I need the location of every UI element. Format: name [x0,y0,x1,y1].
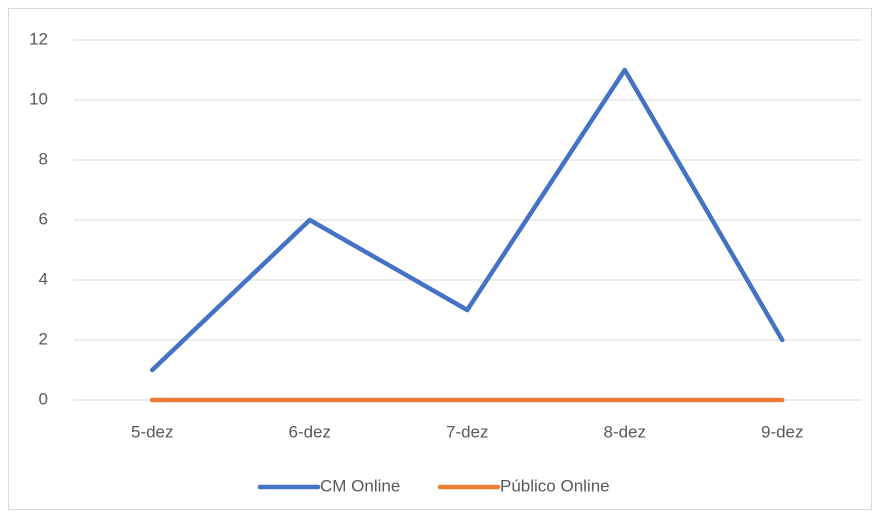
legend-label: CM Online [320,476,400,495]
y-tick-label: 12 [29,29,48,48]
x-tick-label: 5-dez [131,422,174,441]
x-tick-label: 7-dez [446,422,489,441]
series-line [150,67,785,373]
legend-label: Público Online [500,476,610,495]
y-tick-label: 0 [39,389,48,408]
x-tick-label: 8-dez [603,422,646,441]
y-tick-label: 10 [29,89,48,108]
y-tick-label: 6 [39,209,48,228]
y-tick-label: 4 [39,269,48,288]
x-tick-label: 9-dez [761,422,804,441]
y-tick-label: 2 [39,329,48,348]
x-tick-label: 6-dez [288,422,331,441]
y-tick-label: 8 [39,149,48,168]
chart-border [8,8,872,510]
